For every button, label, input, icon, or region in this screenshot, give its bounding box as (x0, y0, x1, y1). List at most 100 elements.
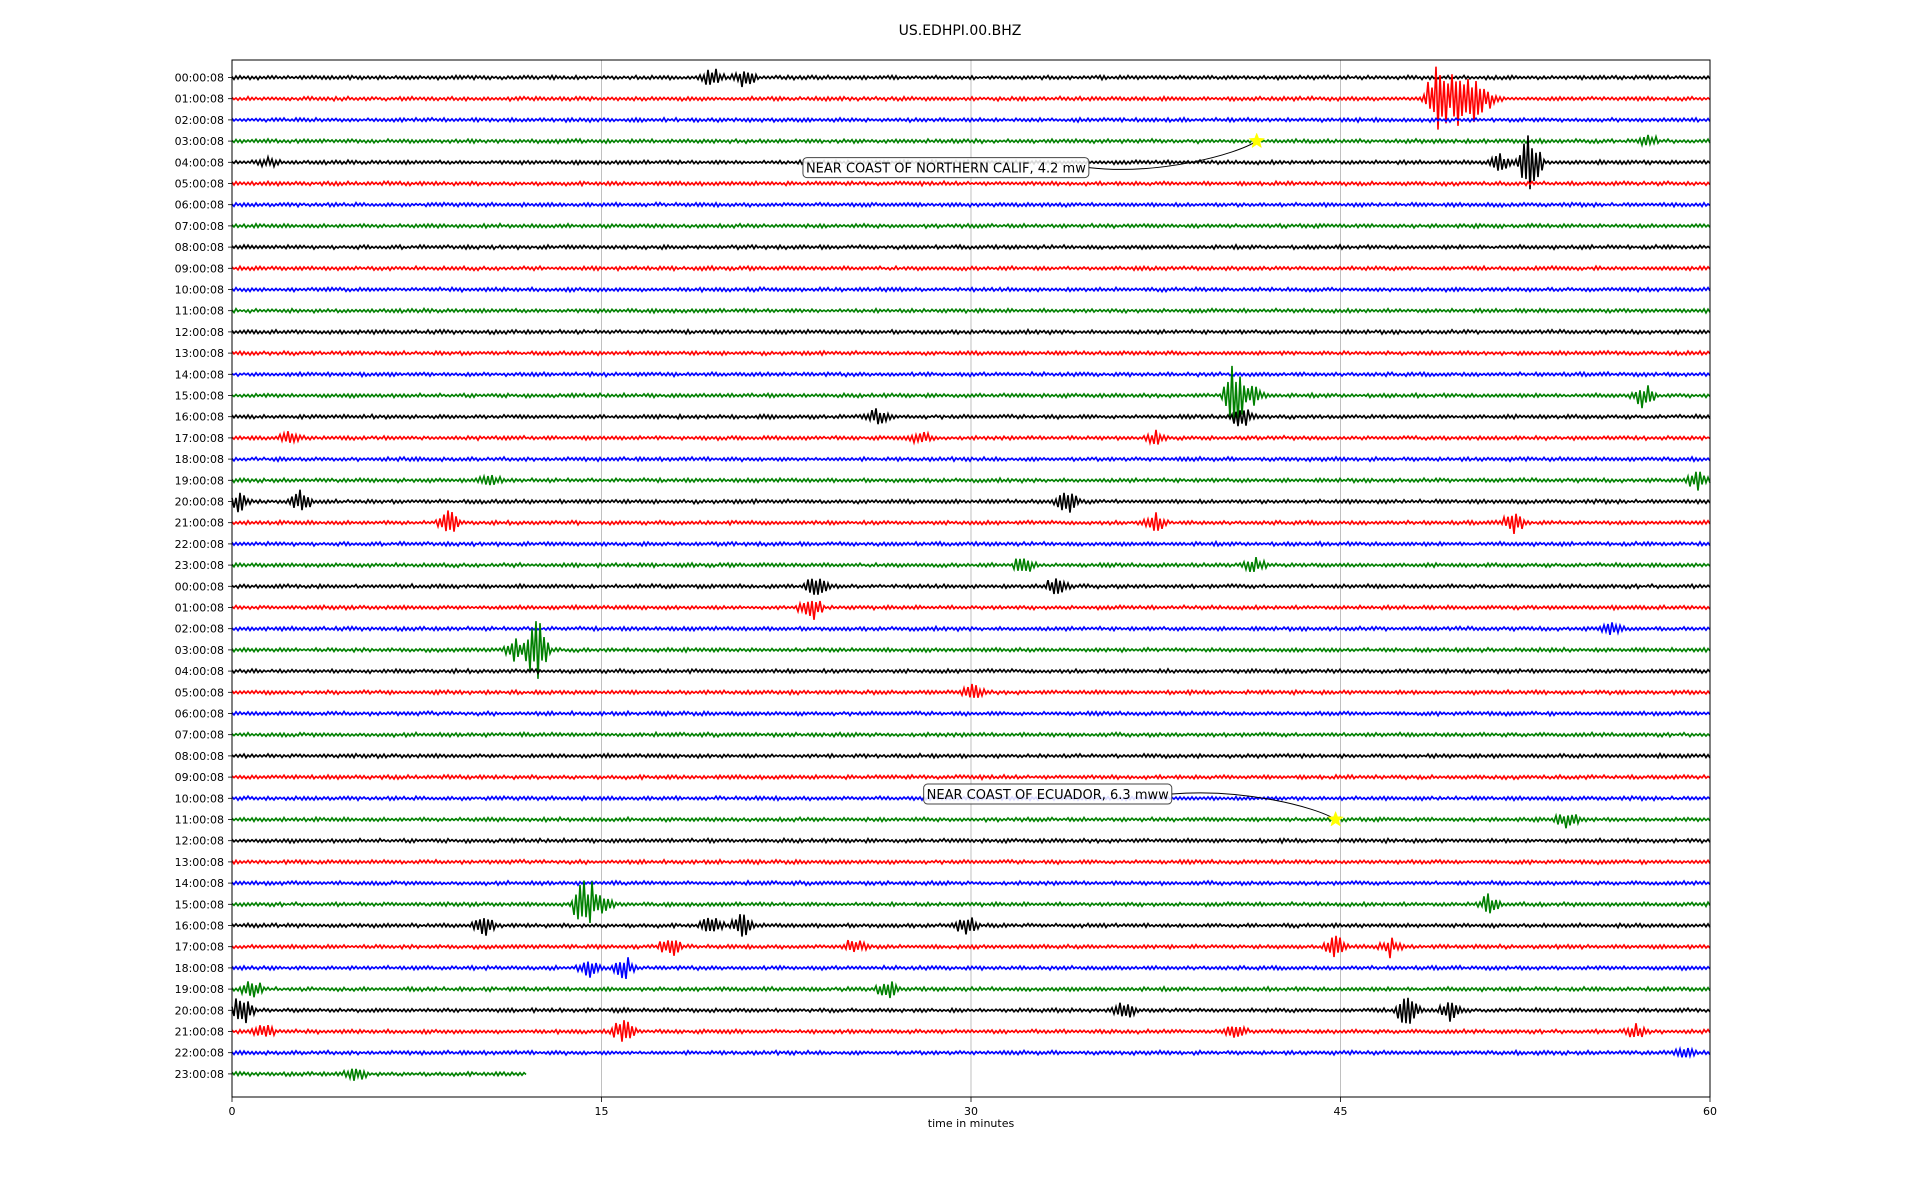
trace-row-37 (231, 858, 1711, 866)
trace-row-25 (231, 600, 1711, 620)
trace-row-17 (231, 429, 1711, 446)
row-label-6: 06:00:08 (175, 199, 224, 212)
trace-row-36 (231, 837, 1711, 845)
row-label-8: 08:00:08 (175, 241, 224, 254)
trace-row-29 (231, 683, 1711, 699)
grid-lines (601, 60, 1341, 1097)
trace-row-19 (231, 471, 1711, 491)
trace-row-13 (231, 349, 1711, 357)
row-label-11: 11:00:08 (175, 305, 224, 318)
row-label-44: 20:00:08 (175, 1004, 224, 1017)
row-label-25: 01:00:08 (175, 602, 224, 615)
trace-row-2 (231, 116, 1711, 124)
row-label-2: 02:00:08 (175, 114, 224, 127)
event-leader-0 (1088, 140, 1258, 170)
trace-row-8 (231, 243, 1711, 251)
trace-row-30 (231, 709, 1711, 718)
x-tick-label-4: 60 (1703, 1105, 1717, 1118)
trace-row-35 (231, 812, 1711, 829)
row-label-29: 05:00:08 (175, 686, 224, 699)
trace-row-46 (231, 1045, 1711, 1060)
row-label-35: 11:00:08 (175, 814, 224, 827)
row-label-43: 19:00:08 (175, 983, 224, 996)
row-label-16: 16:00:08 (175, 411, 224, 424)
row-label-19: 19:00:08 (175, 474, 224, 487)
row-label-38: 14:00:08 (175, 877, 224, 890)
trace-row-1 (231, 66, 1711, 130)
row-label-37: 13:00:08 (175, 856, 224, 869)
event-star-marker-1 (1327, 810, 1344, 827)
chart-title: US.EDHPI.00.BHZ (899, 23, 1022, 39)
trace-row-38 (231, 879, 1711, 887)
row-label-30: 06:00:08 (175, 708, 224, 721)
row-label-3: 03:00:08 (175, 135, 224, 148)
row-label-34: 10:00:08 (175, 792, 224, 805)
x-axis-ticks: 0 15 30 45 60 (229, 1097, 1717, 1118)
row-label-23: 23:00:08 (175, 559, 224, 572)
event-label-box-1 (923, 783, 1173, 805)
row-label-46: 22:00:08 (175, 1047, 224, 1060)
row-label-10: 10:00:08 (175, 284, 224, 297)
trace-row-18 (231, 455, 1711, 463)
trace-row-26 (231, 622, 1711, 636)
x-axis-label: time in minutes (928, 1117, 1015, 1130)
row-label-18: 18:00:08 (175, 453, 224, 466)
trace-row-39 (231, 880, 1711, 923)
row-label-12: 12:00:08 (175, 326, 224, 339)
trace-row-0 (231, 68, 1711, 88)
row-label-15: 15:00:08 (175, 390, 224, 403)
row-label-14: 14:00:08 (175, 368, 224, 381)
trace-row-3 (231, 133, 1711, 148)
event-annotation-1: NEAR COAST OF ECUADOR, 6.3 mww (923, 783, 1344, 827)
row-label-24: 00:00:08 (175, 580, 224, 593)
trace-row-33 (231, 773, 1711, 782)
seismic-traces (231, 66, 1711, 1082)
row-label-20: 20:00:08 (175, 496, 224, 509)
row-label-41: 17:00:08 (175, 941, 224, 954)
trace-row-24 (231, 578, 1711, 595)
row-label-7: 07:00:08 (175, 220, 224, 233)
event-annotation-0: NEAR COAST OF NORTHERN CALIF, 4.2 mw (802, 132, 1266, 179)
trace-row-41 (231, 935, 1711, 959)
row-label-36: 12:00:08 (175, 835, 224, 848)
row-label-26: 02:00:08 (175, 623, 224, 636)
trace-row-44 (231, 997, 1711, 1024)
trace-row-45 (231, 1020, 1711, 1042)
trace-row-47 (231, 1068, 527, 1082)
row-label-0: 00:00:08 (175, 72, 224, 85)
row-time-labels: 00:00:08 01:00:08 02:00:08 03:00:08 04:00:08… (175, 72, 232, 1081)
trace-row-9 (231, 264, 1711, 273)
event-label-0: NEAR COAST OF NORTHERN CALIF, 4.2 mw (806, 162, 1086, 177)
event-star-marker-0 (1248, 132, 1266, 149)
trace-row-11 (231, 307, 1711, 315)
trace-row-40 (231, 914, 1711, 937)
trace-row-15 (231, 365, 1711, 424)
row-label-13: 13:00:08 (175, 347, 224, 360)
trace-row-20 (231, 489, 1711, 513)
row-label-47: 23:00:08 (175, 1068, 224, 1081)
row-label-9: 09:00:08 (175, 262, 224, 275)
row-label-32: 08:00:08 (175, 750, 224, 763)
trace-row-7 (231, 222, 1711, 230)
trace-row-43 (231, 981, 1711, 999)
row-label-17: 17:00:08 (175, 432, 224, 445)
row-label-40: 16:00:08 (175, 920, 224, 933)
row-label-28: 04:00:08 (175, 665, 224, 678)
event-leader-1 (1171, 792, 1336, 820)
row-label-21: 21:00:08 (175, 517, 224, 530)
row-label-5: 05:00:08 (175, 178, 224, 191)
trace-row-28 (231, 667, 1711, 675)
x-tick-label-1: 15 (595, 1105, 609, 1118)
trace-row-14 (231, 370, 1711, 379)
x-tick-label-3: 45 (1334, 1105, 1348, 1118)
row-label-4: 04:00:08 (175, 156, 224, 169)
trace-row-12 (231, 327, 1711, 336)
trace-row-5 (231, 179, 1711, 188)
row-label-33: 09:00:08 (175, 771, 224, 784)
trace-row-27 (231, 621, 1711, 679)
row-label-27: 03:00:08 (175, 644, 224, 657)
trace-row-23 (231, 556, 1711, 573)
row-label-42: 18:00:08 (175, 962, 224, 975)
event-annotations: NEAR COAST OF NORTHERN CALIF, 4.2 mw NEAR… (802, 132, 1344, 827)
